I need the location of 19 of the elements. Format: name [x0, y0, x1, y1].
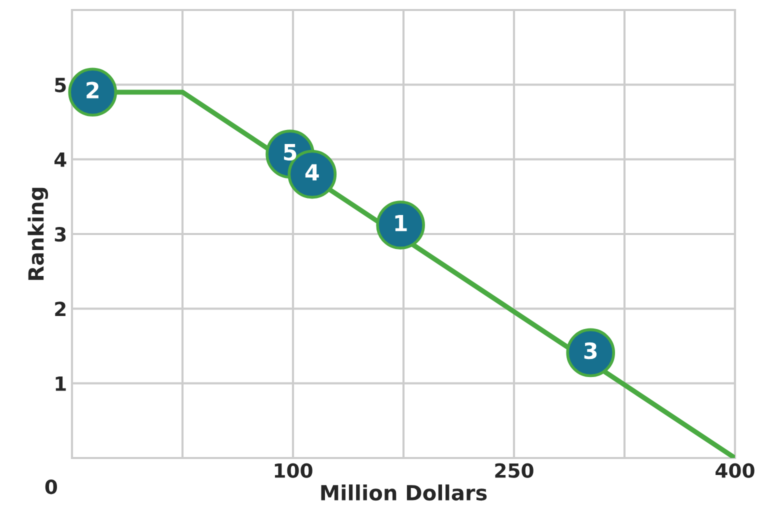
annotation: 3 — [584, 342, 597, 360]
x-tick-label: 250 — [495, 463, 534, 478]
y-tick-label: 3 — [54, 226, 66, 242]
point — [566, 328, 616, 378]
y-tick-label: 2 — [55, 302, 66, 316]
annotation: 5 — [284, 144, 296, 161]
y-tick-label: 4 — [54, 152, 66, 167]
x-axis-title: Million Dollars — [321, 484, 487, 501]
annotation: 1 — [395, 214, 407, 232]
y-tick-label: 5 — [55, 78, 66, 92]
text: 0 — [45, 479, 57, 494]
y-tick-label: 1 — [56, 376, 66, 391]
y-axis-title: Ranking — [28, 188, 48, 280]
point — [68, 68, 118, 117]
x-tick-label: 100 — [274, 463, 312, 478]
annotation: 2 — [86, 82, 98, 98]
point — [376, 200, 425, 250]
x-tick-label: 400 — [716, 463, 754, 478]
annotation: 4 — [305, 164, 319, 180]
